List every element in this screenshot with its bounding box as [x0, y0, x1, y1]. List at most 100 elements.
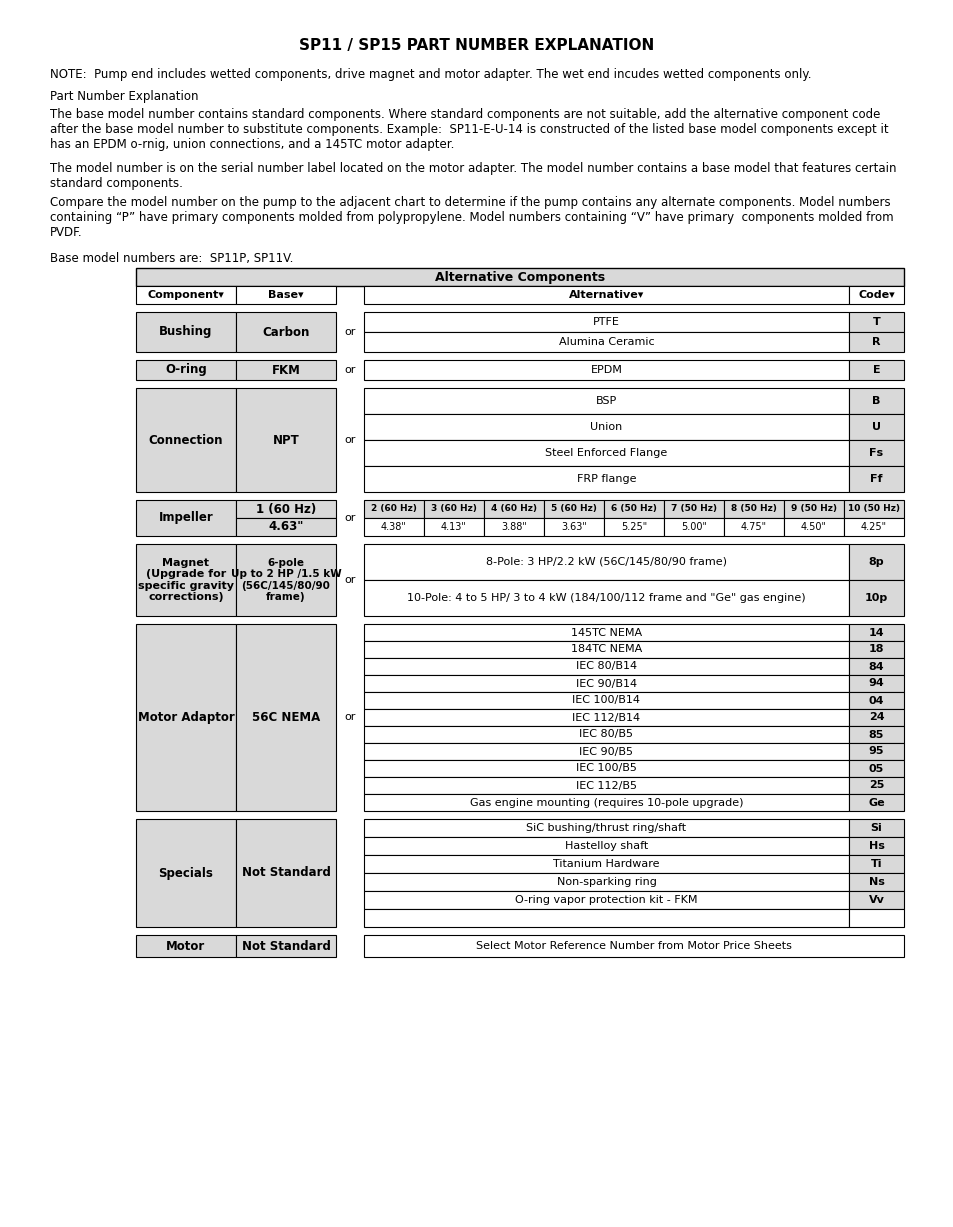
Text: 4.13": 4.13": [440, 521, 466, 533]
Bar: [364, 625, 848, 640]
Bar: [603, 499, 663, 518]
Text: 7 (50 Hz): 7 (50 Hz): [670, 504, 717, 514]
Text: Not Standard: Not Standard: [241, 940, 330, 952]
Text: 04: 04: [868, 696, 883, 706]
Text: or: or: [344, 513, 355, 523]
Bar: [848, 760, 903, 777]
Text: Base model numbers are:  SP11P, SP11V.: Base model numbers are: SP11P, SP11V.: [50, 252, 294, 265]
Text: 4.63": 4.63": [268, 520, 303, 534]
Text: or: or: [344, 364, 355, 375]
Text: R: R: [871, 337, 880, 347]
Text: 85: 85: [868, 730, 883, 740]
Text: The model number is on the serial number label located on the motor adapter. The: The model number is on the serial number…: [50, 162, 896, 190]
Bar: [364, 466, 848, 492]
Text: Base▾: Base▾: [268, 290, 303, 299]
Text: 9 (50 Hz): 9 (50 Hz): [790, 504, 836, 514]
Bar: [364, 744, 848, 760]
Text: 10p: 10p: [864, 593, 887, 602]
Bar: [848, 658, 903, 675]
Text: 3.88": 3.88": [500, 521, 526, 533]
Text: IEC 80/B14: IEC 80/B14: [576, 661, 637, 671]
Text: 4.50": 4.50": [801, 521, 826, 533]
Text: Alternative▾: Alternative▾: [568, 290, 643, 299]
Text: 184TC NEMA: 184TC NEMA: [570, 644, 641, 654]
Text: Ns: Ns: [867, 877, 883, 887]
Bar: [783, 518, 843, 536]
Text: 5.00": 5.00": [680, 521, 706, 533]
Bar: [364, 837, 848, 855]
Text: or: or: [344, 713, 355, 723]
Bar: [843, 518, 903, 536]
Text: Specials: Specials: [158, 866, 213, 880]
Text: Hastelloy shaft: Hastelloy shaft: [564, 840, 647, 852]
Bar: [848, 388, 903, 413]
Text: U: U: [871, 422, 880, 432]
Bar: [136, 267, 903, 286]
Bar: [235, 312, 335, 352]
Bar: [364, 872, 848, 891]
Text: or: or: [344, 575, 355, 585]
Text: 1 (60 Hz): 1 (60 Hz): [255, 503, 315, 515]
Bar: [483, 499, 543, 518]
Text: Hs: Hs: [867, 840, 883, 852]
Bar: [848, 709, 903, 726]
Bar: [364, 855, 848, 872]
Text: Alternative Components: Alternative Components: [435, 270, 604, 283]
Text: SiC bushing/thrust ring/shaft: SiC bushing/thrust ring/shaft: [526, 823, 686, 833]
Text: or: or: [344, 436, 355, 445]
Bar: [364, 692, 848, 709]
Text: Code▾: Code▾: [858, 290, 894, 299]
Text: or: or: [344, 328, 355, 337]
Bar: [364, 286, 848, 304]
Bar: [235, 286, 335, 304]
Bar: [543, 518, 603, 536]
Text: Motor: Motor: [166, 940, 206, 952]
Text: Ge: Ge: [867, 798, 883, 807]
Bar: [235, 625, 335, 811]
Text: Impeller: Impeller: [158, 512, 213, 524]
Bar: [364, 440, 848, 466]
Bar: [364, 658, 848, 675]
Text: Connection: Connection: [149, 433, 223, 447]
Text: 5 (60 Hz): 5 (60 Hz): [551, 504, 597, 514]
Text: Not Standard: Not Standard: [241, 866, 330, 880]
Text: Component▾: Component▾: [148, 290, 224, 299]
Text: SP11 / SP15 PART NUMBER EXPLANATION: SP11 / SP15 PART NUMBER EXPLANATION: [299, 38, 654, 53]
Text: 95: 95: [868, 746, 883, 757]
Text: Magnet
(Upgrade for
specific gravity
corrections): Magnet (Upgrade for specific gravity cor…: [138, 557, 233, 602]
Bar: [483, 518, 543, 536]
Text: 6-pole
Up to 2 HP /1.5 kW
(56C/145/80/90
frame): 6-pole Up to 2 HP /1.5 kW (56C/145/80/90…: [231, 557, 341, 602]
Bar: [364, 726, 848, 744]
Bar: [848, 286, 903, 304]
Text: IEC 90/B14: IEC 90/B14: [576, 679, 637, 688]
Bar: [848, 466, 903, 492]
Text: BSP: BSP: [596, 396, 617, 406]
Bar: [848, 726, 903, 744]
Text: E: E: [872, 364, 880, 375]
Bar: [848, 580, 903, 616]
Bar: [364, 499, 423, 518]
Text: Ff: Ff: [869, 474, 882, 483]
Text: IEC 80/B5: IEC 80/B5: [578, 730, 633, 740]
Bar: [848, 544, 903, 580]
Text: 145TC NEMA: 145TC NEMA: [570, 627, 641, 638]
Bar: [848, 312, 903, 333]
Bar: [364, 909, 848, 928]
Text: O-ring: O-ring: [165, 363, 207, 377]
Text: FRP flange: FRP flange: [577, 474, 636, 483]
Text: IEC 112/B5: IEC 112/B5: [576, 780, 637, 790]
Bar: [848, 413, 903, 440]
Bar: [848, 692, 903, 709]
Text: NOTE:  Pump end includes wetted components, drive magnet and motor adapter. The : NOTE: Pump end includes wetted component…: [50, 67, 811, 81]
Text: Select Motor Reference Number from Motor Price Sheets: Select Motor Reference Number from Motor…: [476, 941, 791, 951]
Text: The base model number contains standard components. Where standard components ar: The base model number contains standard …: [50, 108, 887, 151]
Bar: [364, 580, 848, 616]
Text: 94: 94: [868, 679, 883, 688]
Bar: [136, 935, 235, 957]
Bar: [364, 777, 848, 794]
Text: IEC 100/B5: IEC 100/B5: [576, 763, 637, 773]
Text: 18: 18: [868, 644, 883, 654]
Bar: [136, 286, 235, 304]
Text: Bushing: Bushing: [159, 325, 213, 339]
Bar: [848, 360, 903, 380]
